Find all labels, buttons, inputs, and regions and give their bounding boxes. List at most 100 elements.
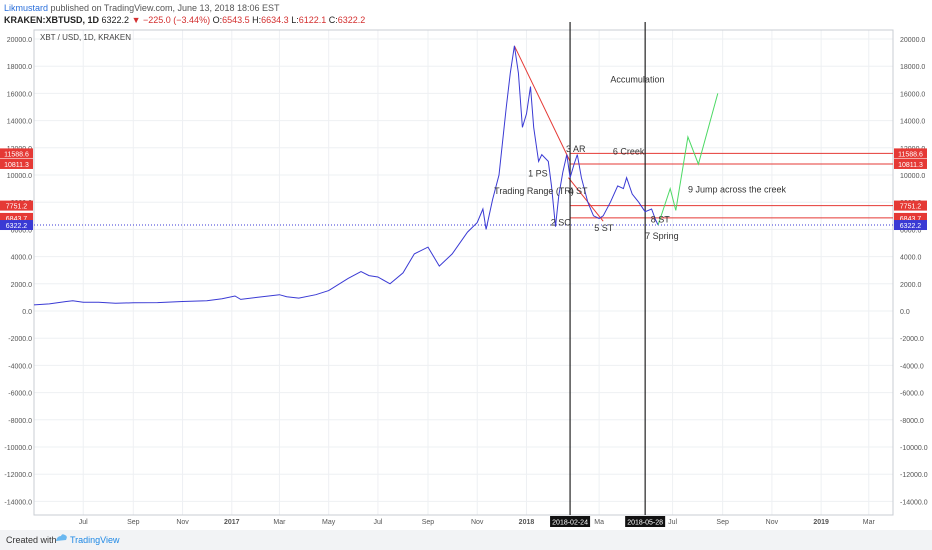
grid-lines [34,30,893,515]
price-labels: 11588.6 11588.6 10811.3 10811.3 7751.2 7751.2… [0,148,927,231]
y-tick-label-right: -6000.0 [900,391,924,398]
y-tick-label-right: -12000.0 [900,472,928,479]
x-tick-label: Jul [668,519,677,526]
date-marker-badge [550,516,591,527]
y-tick-label-right: 16000.0 [900,91,925,98]
date-markers: 2018-02-24 2018-05-28 [550,22,666,527]
price-label-left: 10811.3 [4,162,29,169]
annotation-label: 1 PS [528,168,548,178]
annotation-label: 9 Jump across the creek [688,185,787,195]
x-axis: Jul Sep Nov 2017 Mar May Jul Sep Nov 2018 Ma Jul Sep… [79,519,876,526]
y-tick-label-right: 4000.0 [900,255,922,262]
high-label: H: [252,15,262,25]
y-tick-label-left: -6000.0 [8,391,32,398]
x-tick-label: Nov [766,519,779,526]
date-marker-label: 2018-05-28 [627,520,663,527]
x-tick-label: Sep [716,519,729,526]
y-tick-label-right: 14000.0 [900,119,925,126]
price-label-left: 6322.2 [6,223,28,230]
y-tick-label-right: -14000.0 [900,499,928,506]
annotation-label: 2 SC [551,217,572,227]
x-tick-label: Sep [422,519,435,526]
x-tick-label: Nov [176,519,189,526]
price-label-badge-left [0,158,33,169]
y-tick-label-left: -2000.0 [8,336,32,343]
high-value: 6634.3 [261,15,289,25]
footer-bar: Created with TradingView [0,530,932,550]
published-text: published on TradingView.com, June 13, 2… [50,3,280,13]
trend-line [513,45,571,162]
y-tick-label-right: -10000.0 [900,445,928,452]
annotation-label: 7 Spring [645,231,679,241]
y-tick-label-left: 0.0 [22,309,32,316]
price-label-right: 10811.3 [898,162,923,169]
y-tick-label-right: 6000.0 [900,227,922,234]
down-arrow-icon: ▼ [131,15,141,25]
y-tick-label-left: 4000.0 [11,255,33,262]
price-label-badge-right [894,200,927,211]
plot-frame [33,29,894,516]
price-change: −225.0 (−3.44%) [143,15,211,25]
level-lines [34,152,893,226]
annotation-label: 4 ST [568,186,588,196]
price-label-right: 7751.2 [900,204,922,211]
y-tick-label-right: 0.0 [900,309,910,316]
price-label-left: 7751.2 [6,204,28,211]
x-tick-label: May [322,519,336,526]
y-tick-label-right: -2000.0 [900,336,924,343]
x-tick-label: Jul [373,519,382,526]
tradingview-logo-icon[interactable] [54,532,68,546]
open-value: 6543.5 [222,15,250,25]
trend-line [568,177,604,222]
date-marker-label: 2018-02-24 [552,520,588,527]
y-tick-label-left: -10000.0 [4,445,32,452]
x-tick-label: Mar [273,519,286,526]
price-label-badge-left [0,148,33,159]
close-label: C: [328,15,338,25]
y-tick-label-left: 2000.0 [11,282,33,289]
y-tick-label-right: 18000.0 [900,64,925,71]
x-tick-label: Sep [127,519,140,526]
series-layer [33,45,659,306]
y-tick-label-right: 2000.0 [900,282,922,289]
projection-layer [657,93,719,226]
annotation-label: 3 AR [566,144,586,154]
price-label-badge-left [0,212,33,223]
y-tick-label-left: 10000.0 [7,173,32,180]
publisher-link[interactable]: Likmustard [4,3,49,13]
price-label-badge-left [0,220,33,231]
y-tick-label-left: -12000.0 [4,472,32,479]
price-series-line [33,45,659,306]
symbol-label[interactable]: KRAKEN:XBTUSD, 1D [4,15,100,25]
annotation-label: 6 Creek [613,147,645,157]
tradingview-brand-link[interactable]: TradingView [70,535,120,545]
ohlc-legend: KRAKEN:XBTUSD, 1D 6322.2 ▼ −225.0 (−3.44… [4,15,365,25]
annotation-label: 8 ST [651,215,671,225]
created-with-text: Created with [6,535,57,545]
price-label-badge-right [894,158,927,169]
y-tick-label-left: 18000.0 [7,64,32,71]
y-tick-label-left: -4000.0 [8,363,32,370]
y-tick-label-right: -8000.0 [900,418,924,425]
y-tick-label-left: 20000.0 [7,37,32,44]
y-axis-right: 20000.018000.016000.014000.012000.010000… [900,37,928,506]
price-chart[interactable]: XBT / USD, 1D, KRAKEN 20000.0 18000.0 1600… [0,0,932,530]
annotation-label: Trading Range (TR) [494,186,574,196]
y-tick-label-left: -8000.0 [8,418,32,425]
x-tick-label: Nov [471,519,484,526]
close-value: 6322.2 [337,15,366,25]
last-price: 6322.2 [101,15,130,25]
price-label-badge-right [894,212,927,223]
y-tick-label-left: 6000.0 [11,227,33,234]
low-label: L: [291,15,299,25]
y-tick-label-right: 10000.0 [900,173,925,180]
trend-lines [513,45,604,222]
price-label-left: 6843.7 [6,216,28,223]
price-label-left: 11588.6 [4,151,29,158]
low-value: 6122.1 [298,15,327,25]
price-label-badge-right [894,148,927,159]
x-tick-label: 2018 [519,519,535,526]
open-label: O: [212,15,223,25]
x-tick-label: Ma [594,519,604,526]
